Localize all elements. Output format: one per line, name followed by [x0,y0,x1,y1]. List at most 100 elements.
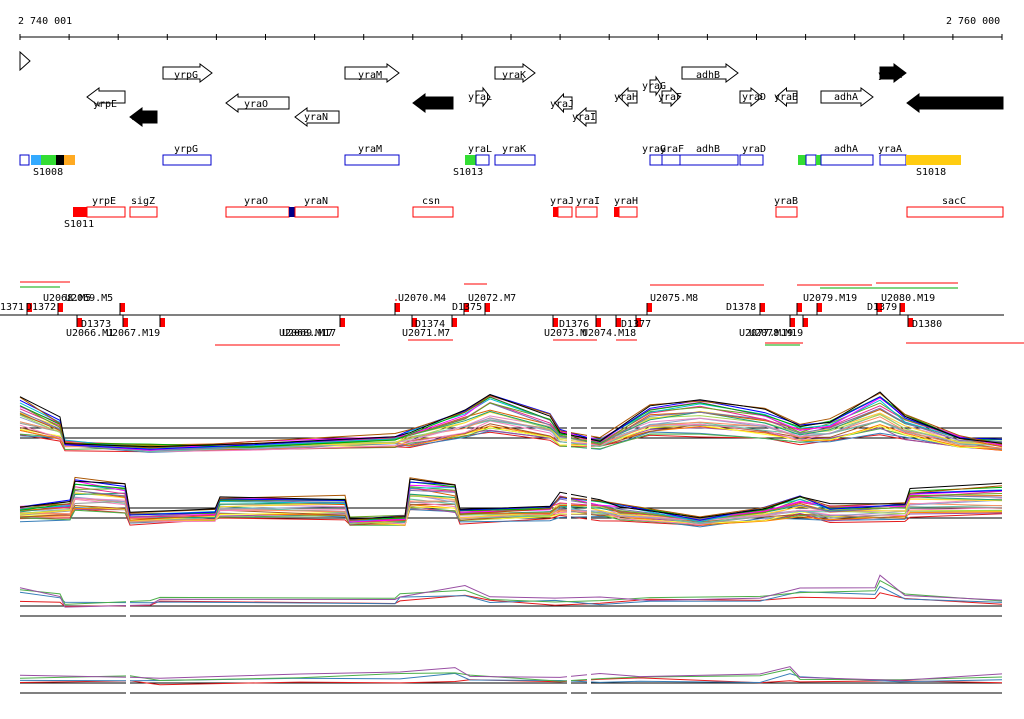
gene-arrow-yraD [739,86,763,108]
plus-label-yraA: yraA [878,144,902,155]
feature-label-lower-9: U2074.M18 [582,328,636,339]
plus-box-yrpG [162,154,212,166]
expression-profile [19,394,1003,450]
gene-arrow-yraF [661,86,681,108]
feature-flag-lower [790,318,795,327]
plus-label-yraM: yraM [358,144,382,155]
feature-flag-lower [596,318,601,327]
gene-label-yraF: yraF [658,92,682,103]
feature-flag-upper [647,303,652,312]
minus-label-yraO: yraO [244,196,268,207]
segment-label-s1013: S1013 [453,167,483,178]
segment-orange [64,155,75,165]
plus-box-yraF [661,154,681,166]
gene-label-yraI: yraI [572,112,596,123]
feature-label-lower-6: U2071.M7 [402,328,450,339]
feature-label-lower-8: U2073.M [544,328,586,339]
plus-label-yraF: yraF [660,144,684,155]
plus-box-yraL [475,154,490,166]
gene-label-yraL: yraL [468,92,492,103]
feature-label-upper-9: U2079.M19 [803,293,857,304]
expression-profile [19,574,1003,608]
feature-label-lower-12: U2078.M19 [749,328,803,339]
segment-black [56,155,64,165]
minus-label-sacC: sacC [942,196,966,207]
feature-label-upper-8: D1378 [726,302,756,313]
gene-label-sacC: sacC [942,99,966,110]
gene-arrow-adhA [820,87,874,107]
gene-arrow-sacC [906,93,1004,113]
gene-label-yraB: yraB [774,92,798,103]
plus-box [805,154,817,166]
feature-label-lower-7: D1376 [559,319,589,330]
feature-label-lower-4: U2069.M17 [282,328,336,339]
feature-label-lower-1: U2067.M19 [106,328,160,339]
feature-lines [20,281,1024,346]
expression-profile [19,666,1003,681]
feature-flag-lower [616,318,621,327]
gene-arrow-yraI [575,106,597,128]
expression-profile [19,402,1003,452]
segment-green [816,155,821,165]
gene-arrow-yraM [344,63,400,83]
expression-profile [19,585,1003,606]
gene-label-yraN: yraN [304,112,328,123]
minus-box-csn [412,206,454,218]
gene-arrow-yraN [294,107,340,127]
segment-blue [31,155,41,165]
plus-label-yraG: yraG [642,144,666,155]
feature-flag-lower [123,318,128,327]
plus-box-yraG [649,154,663,166]
feature-track: 1371 D1372 U2068.M5 U2069.M5 U2070.M4 D1… [0,281,1024,346]
segment-yellow [906,155,961,165]
feature-flag-lower [553,318,558,327]
gene-arrow-adhB [681,63,739,83]
minus-label-yraB: yraB [774,196,798,207]
gene-label-yraO: yraO [244,99,268,110]
plus-box-yraK [494,154,536,166]
feature-flag-lower [803,318,808,327]
gene-arrow-yraH [618,86,638,108]
feature-flag-lower [636,318,641,327]
feature-flag-lower [340,318,345,327]
segment-red [614,207,619,217]
gene-label-csn: csn [422,99,440,110]
expression-profile [19,419,1003,453]
feature-flag-upper [27,303,32,312]
minus-box-yraH [618,206,638,218]
minus-label-yraI: yraI [576,196,600,207]
feature-flag-upper [900,303,905,312]
minus-strand-track: yrpE S1011 sigZ yraO yraN csn yraJ yraI … [64,196,1004,230]
plus-label-adhA: adhA [834,144,858,155]
feature-flag-lower [452,318,457,327]
minus-box-yraN [294,206,339,218]
minus-box-yrpE [86,206,126,218]
feature-flag-lower [412,318,417,327]
expression-profile [19,579,1003,605]
plus-label-yraK: yraK [502,144,526,155]
feature-flag-lower [160,318,165,327]
gene-label-yraJ: yraJ [550,99,574,110]
minus-label-yraH: yraH [614,196,638,207]
segment-green [465,155,476,165]
feature-label-upper-3: U2069.M5 [65,293,113,304]
segment-red [553,207,558,217]
gene-label-yraD: yraD [742,92,766,103]
gene-label-adhA: adhA [834,92,858,103]
gene-arrow-yrpE [86,87,126,107]
plus-box [19,154,30,166]
gene-label-yraK: yraK [502,70,526,81]
gene-annotation-track: yrpE sigZ yrpG yraO yraN yraM csn yraL yraK yraJ y… [19,50,1004,128]
coordinate-ruler: 2 740 001 2 760 000 [18,16,1003,40]
expression-profile [19,668,1003,682]
feature-label-upper-1: D1372 [26,302,56,313]
panel-gap [126,578,130,620]
plus-label-yrpG: yrpG [174,144,198,155]
expression-panels [19,391,1003,700]
gene-arrow-yraL [475,86,491,108]
feature-flag-upper [877,303,882,312]
expression-profile [19,478,1003,520]
feature-label-lower-5: D1374 [415,319,445,330]
